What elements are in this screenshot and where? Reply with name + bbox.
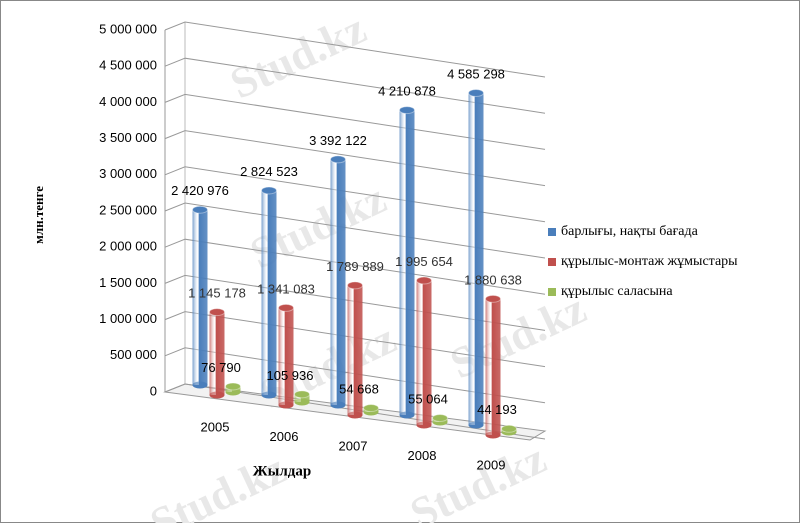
bar-cap (347, 281, 363, 290)
y-tick-label: 4 000 000 (99, 94, 157, 109)
grid-line (164, 238, 546, 295)
bar-cap (330, 155, 346, 164)
legend-swatch (548, 258, 556, 266)
bar (278, 307, 294, 405)
y-axis-label: млн.тенге (31, 186, 46, 244)
x-tick-label: 2007 (339, 438, 368, 453)
legend-label: барлығы, нақты бағада (561, 224, 699, 239)
value-label: 1 341 083 (257, 281, 315, 296)
value-label: 76 790 (201, 360, 241, 375)
grid-line (164, 166, 546, 223)
bar-cap (192, 205, 208, 214)
x-tick-label: 2008 (408, 448, 437, 463)
bar-cap (432, 414, 448, 423)
legend-label: құрылыс-монтаж жұмыстары (561, 254, 738, 269)
bar-cap (501, 424, 517, 433)
bar (347, 285, 363, 415)
bar-cap (278, 303, 294, 312)
bar-cap (261, 186, 277, 195)
legend-label: құрылыс саласына (561, 284, 673, 299)
bar (399, 110, 415, 415)
y-tick-label: 5 000 000 (99, 21, 157, 36)
value-label: 1 995 654 (395, 254, 453, 269)
value-label: 1 145 178 (188, 286, 246, 301)
value-label: 1 789 889 (326, 259, 384, 274)
bar-cap (399, 106, 415, 115)
x-tick-label: 2005 (201, 419, 230, 434)
grid-line (164, 93, 546, 150)
bar-cap (225, 382, 241, 391)
value-label: 2 420 976 (171, 183, 229, 198)
value-label: 44 193 (477, 402, 517, 417)
bar-cap (468, 89, 484, 98)
y-tick-label: 3 500 000 (99, 130, 157, 145)
value-label: 1 880 638 (464, 272, 522, 287)
value-label: 4 585 298 (447, 66, 505, 81)
y-tick-label: 0 (150, 383, 157, 398)
y-tick-label: 1 500 000 (99, 275, 157, 290)
bar (192, 209, 208, 385)
value-label: 4 210 878 (378, 84, 436, 99)
x-tick-label: 2006 (270, 429, 299, 444)
y-tick-label: 1 000 000 (99, 311, 157, 326)
value-label: 105 936 (267, 368, 314, 383)
bar-cap (485, 294, 501, 303)
bar (330, 159, 346, 405)
grid-line (164, 202, 546, 259)
grid-line (164, 21, 546, 78)
bar (209, 312, 225, 395)
y-tick-label: 500 000 (110, 347, 157, 362)
legend-swatch (548, 288, 556, 296)
x-axis-label: Жылдар (253, 463, 311, 479)
y-tick-label: 2 500 000 (99, 202, 157, 217)
bar (485, 298, 501, 435)
grid-line (164, 57, 546, 114)
bar (416, 280, 432, 425)
x-tick-label: 2009 (477, 457, 506, 472)
bar-cap (363, 404, 379, 413)
value-label: 54 668 (339, 381, 379, 396)
bar-cap (416, 276, 432, 285)
grid-line (164, 130, 546, 187)
bar-cap (209, 308, 225, 317)
bar-cap (294, 390, 310, 399)
y-tick-label: 3 000 000 (99, 166, 157, 181)
bar (261, 190, 277, 395)
value-label: 3 392 122 (309, 133, 367, 148)
bar (294, 394, 310, 402)
y-tick-label: 2 000 000 (99, 239, 157, 254)
value-label: 55 064 (408, 391, 448, 406)
value-label: 2 824 523 (240, 164, 298, 179)
legend-swatch (548, 228, 556, 236)
bar (468, 93, 484, 426)
y-tick-label: 4 500 000 (99, 58, 157, 73)
